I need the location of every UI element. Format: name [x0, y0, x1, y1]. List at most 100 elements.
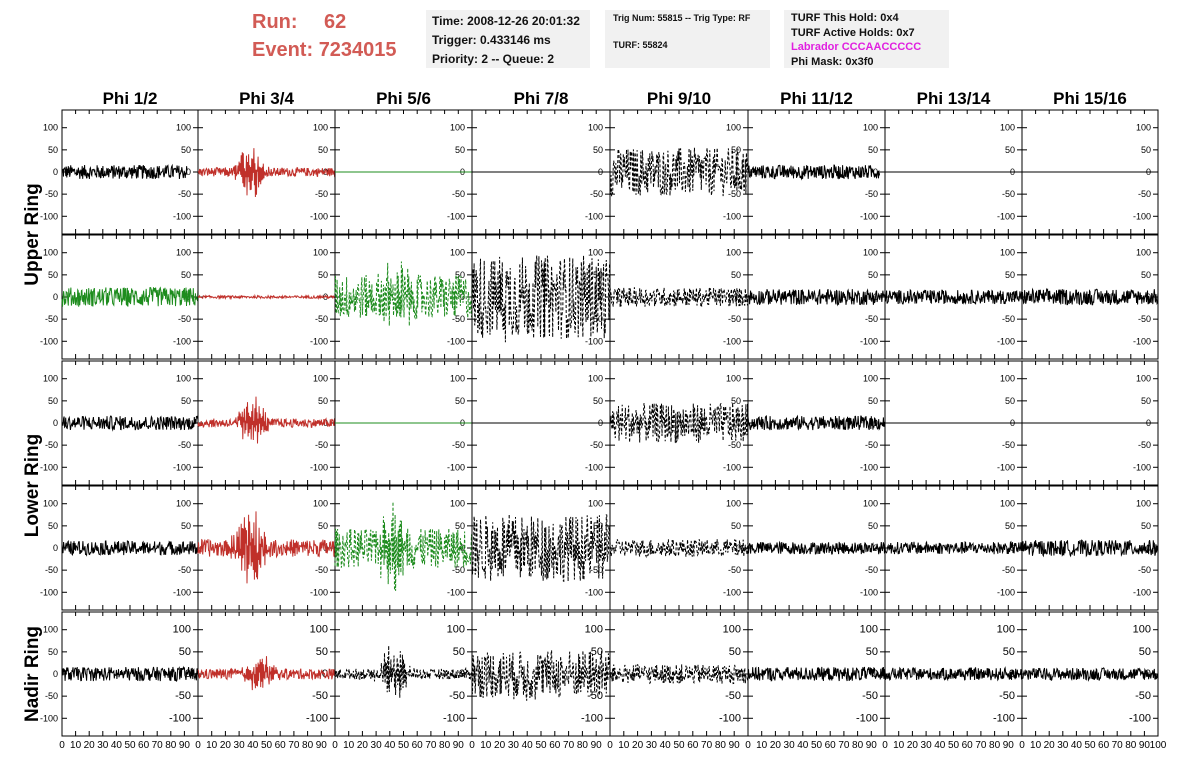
waveform-series: [609, 538, 749, 559]
waveform-series: [471, 514, 611, 583]
y-tick-label: 100: [1000, 374, 1015, 384]
y-tick-label: -50: [45, 189, 58, 199]
turf-info-box: TURF This Hold: 0x4 TURF Active Holds: 0…: [784, 10, 949, 68]
y-tick-label: 0: [53, 418, 58, 428]
y-tick-label: -100: [723, 462, 741, 472]
column-header: Phi 9/10: [647, 89, 711, 108]
x-tick-label: 40: [660, 740, 672, 751]
y-tick-label: -100: [173, 336, 191, 346]
x-tick-label: 30: [1057, 740, 1069, 751]
y-tick-label: -100: [993, 712, 1015, 724]
y-tick-label: -50: [1138, 440, 1151, 450]
x-tick-label: 10: [893, 740, 905, 751]
column-header: Phi 13/14: [917, 89, 991, 108]
x-tick-label: 30: [371, 740, 383, 751]
x-tick-label: 0: [607, 740, 613, 751]
turf-hold-text: TURF This Hold: 0x4: [791, 12, 899, 24]
x-tick-label: 50: [948, 740, 960, 751]
x-tick-label: 90: [453, 740, 465, 751]
turf-active-holds-text: TURF Active Holds: 0x7: [791, 26, 915, 39]
x-tick-label: 80: [852, 740, 864, 751]
x-tick-label: 30: [234, 740, 246, 751]
y-tick-label: 100: [173, 624, 191, 636]
x-tick-label: 60: [687, 740, 699, 751]
y-tick-label: -50: [1135, 690, 1151, 702]
y-tick-label: 100: [588, 123, 603, 133]
y-tick-label: 100: [176, 123, 191, 133]
x-tick-label: 100: [1150, 740, 1167, 751]
y-tick-label: -50: [449, 690, 465, 702]
x-tick-label: 70: [563, 740, 575, 751]
y-tick-label: -100: [1133, 462, 1151, 472]
y-tick-label: 100: [860, 624, 878, 636]
waveform-series: [884, 540, 1023, 555]
y-tick-label: 50: [593, 145, 603, 155]
x-tick-label: 40: [797, 740, 809, 751]
y-tick-label: 100: [588, 499, 603, 509]
y-tick-label: -50: [1002, 440, 1015, 450]
y-tick-label: -50: [45, 691, 58, 701]
waveform-series: [61, 665, 199, 682]
y-tick-label: 0: [736, 543, 741, 553]
x-tick-label: 70: [1112, 740, 1124, 751]
x-tick-label: 10: [70, 740, 82, 751]
event-label: Event:: [252, 39, 314, 61]
row-group-label: Upper Ring: [22, 183, 43, 285]
y-tick-label: -100: [997, 587, 1015, 597]
y-tick-label: -100: [860, 587, 878, 597]
y-tick-label: 100: [450, 248, 465, 258]
y-tick-label: 100: [313, 499, 328, 509]
y-tick-label: -50: [728, 565, 741, 575]
x-tick-label: 50: [535, 740, 547, 751]
x-tick-label: 20: [1044, 740, 1056, 751]
turf-text: TURF: 55824: [613, 40, 668, 50]
y-tick-label: 50: [48, 521, 58, 531]
y-tick-label: 100: [43, 374, 58, 384]
y-tick-label: 50: [1141, 145, 1151, 155]
x-tick-label: 90: [179, 740, 191, 751]
y-tick-label: 50: [455, 396, 465, 406]
x-tick-label: 70: [701, 740, 713, 751]
x-tick-label: 60: [138, 740, 150, 751]
waveform-series: [609, 664, 749, 685]
phi-mask-text: Phi Mask: 0x3f0: [791, 55, 874, 68]
waveform-series: [197, 148, 336, 198]
x-tick-label: 0: [59, 740, 65, 751]
x-tick-label: 10: [343, 740, 355, 751]
x-tick-label: 20: [494, 740, 506, 751]
y-tick-label: 0: [323, 418, 328, 428]
y-tick-label: 100: [723, 624, 741, 636]
y-tick-label: 100: [585, 624, 603, 636]
waveform-series: [747, 164, 880, 181]
y-tick-label: -100: [860, 462, 878, 472]
y-tick-label: -50: [999, 690, 1015, 702]
y-tick-label: 50: [455, 145, 465, 155]
labrador-text: Labrador CCCAACCCCC: [791, 41, 922, 53]
y-tick-label: 50: [48, 270, 58, 280]
y-tick-label: -50: [452, 565, 465, 575]
x-tick-label: 60: [275, 740, 287, 751]
y-tick-label: 50: [48, 396, 58, 406]
y-tick-label: -100: [719, 712, 741, 724]
y-tick-label: -50: [45, 314, 58, 324]
y-tick-label: 100: [313, 123, 328, 133]
y-tick-label: -50: [452, 314, 465, 324]
y-tick-label: 50: [453, 646, 465, 658]
x-tick-label: 10: [480, 740, 492, 751]
y-tick-label: 50: [179, 646, 191, 658]
y-tick-label: 100: [1133, 624, 1151, 636]
x-tick-label: 50: [811, 740, 823, 751]
x-tick-label: 90: [1003, 740, 1015, 751]
time-text: Time: 2008-12-26 20:01:32: [432, 14, 580, 28]
x-tick-label: 60: [549, 740, 561, 751]
y-tick-label: 50: [868, 521, 878, 531]
y-tick-label: 50: [731, 145, 741, 155]
y-tick-label: -100: [40, 336, 58, 346]
y-tick-label: 100: [863, 499, 878, 509]
y-tick-label: 0: [186, 167, 191, 177]
x-tick-label: 70: [288, 740, 300, 751]
y-tick-label: -50: [590, 565, 603, 575]
y-tick-label: 50: [455, 521, 465, 531]
y-tick-label: 100: [43, 499, 58, 509]
